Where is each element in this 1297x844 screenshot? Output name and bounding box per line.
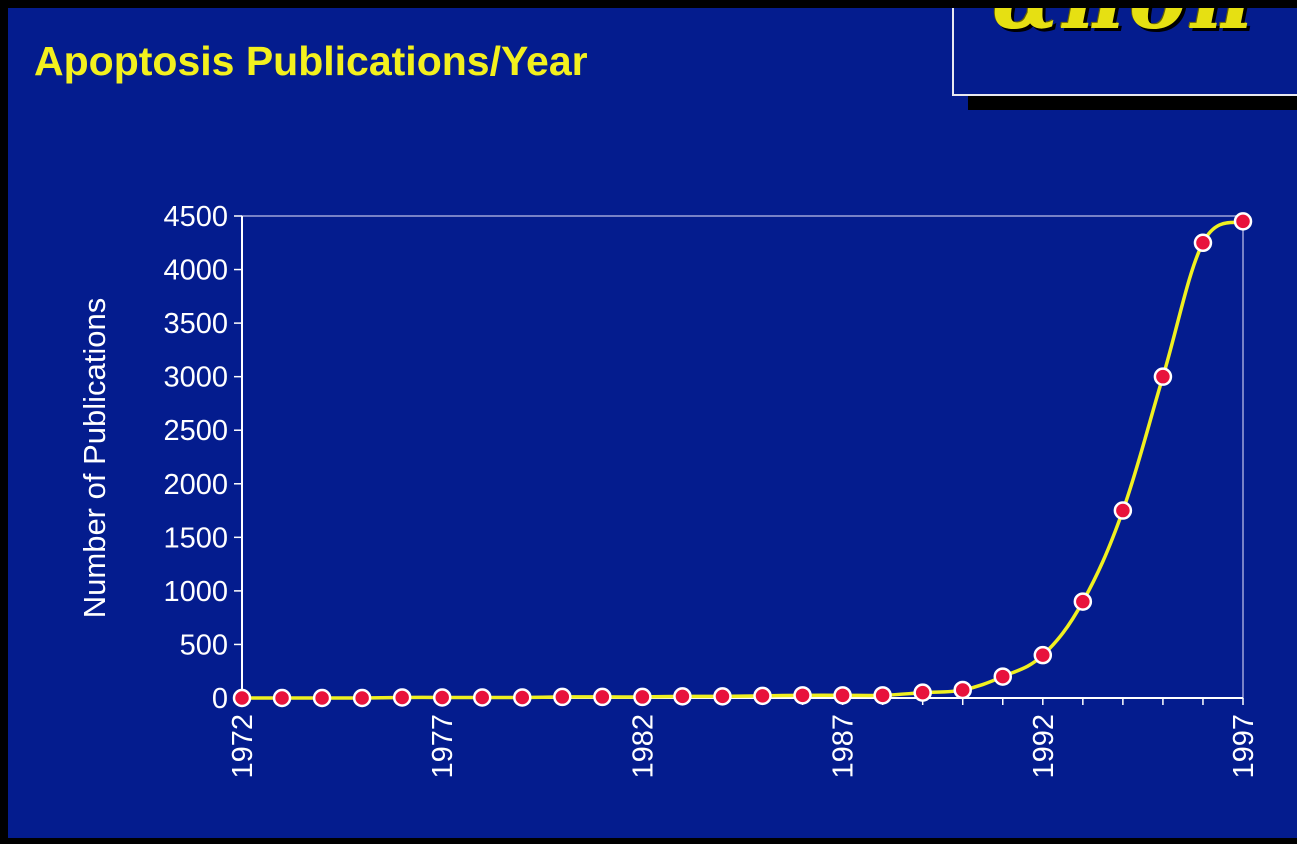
y-tick-label: 4000 — [163, 255, 228, 287]
data-point — [1233, 212, 1253, 231]
data-point — [753, 686, 772, 706]
x-tick-label: 1987 — [828, 714, 860, 779]
data-point — [713, 687, 732, 706]
y-tick-label: 1000 — [163, 576, 228, 608]
data-point — [553, 687, 572, 707]
y-tick-label: 0 — [212, 683, 228, 715]
x-tick-label: 1977 — [427, 714, 459, 779]
y-tick-label: 2500 — [163, 415, 228, 447]
y-tick-label: 3000 — [163, 362, 228, 394]
data-point — [1193, 233, 1213, 253]
series-line — [241, 219, 1244, 700]
data-point — [873, 686, 892, 705]
data-point — [312, 688, 332, 708]
data-point — [673, 687, 692, 706]
data-point — [953, 680, 972, 700]
chart-series — [232, 212, 1253, 708]
slide-title: Apoptosis Publications/Year — [34, 38, 588, 84]
data-point — [593, 687, 612, 707]
data-point — [1033, 645, 1053, 665]
logo: απόπ — [952, 8, 1297, 96]
x-tick-label: 1982 — [627, 714, 659, 779]
data-point — [793, 686, 812, 705]
plot-frame — [241, 215, 1244, 699]
data-point — [392, 688, 412, 707]
line-chart: 0 500 1000 1500 2000 2500 3000 3500 4000 4500 197… — [77, 201, 1260, 779]
data-point — [472, 688, 492, 707]
data-point — [833, 686, 852, 705]
data-point — [993, 667, 1013, 686]
data-point — [1153, 367, 1173, 386]
x-tick-label: 1992 — [1028, 714, 1060, 779]
slide: Apoptosis Publications/Year απόπ 0 500 100… — [8, 8, 1297, 838]
y-tick-label: 4500 — [163, 201, 228, 233]
x-tick-label: 1997 — [1228, 714, 1260, 779]
logo-text: απόπ — [992, 8, 1257, 49]
data-point — [1073, 592, 1093, 611]
data-point — [513, 688, 532, 707]
y-tick-label: 2000 — [163, 469, 228, 501]
y-axis-ticks: 0 500 1000 1500 2000 2500 3000 3500 4000 4500 — [163, 201, 242, 715]
chart-axes — [241, 215, 1244, 699]
data-point — [232, 688, 252, 708]
data-point — [633, 687, 652, 707]
x-axis-ticks: 1972 1977 1982 1987 1992 1997 — [227, 698, 1260, 779]
data-point — [352, 688, 372, 708]
y-axis-label: Number of Publications — [77, 298, 112, 619]
y-tick-label: 500 — [180, 629, 228, 661]
data-point — [432, 688, 452, 707]
y-tick-label: 1500 — [163, 522, 228, 554]
y-tick-label: 3500 — [163, 308, 228, 340]
data-point — [1113, 501, 1133, 520]
data-point — [913, 683, 932, 702]
data-point — [272, 688, 292, 708]
x-tick-label: 1972 — [227, 714, 259, 779]
